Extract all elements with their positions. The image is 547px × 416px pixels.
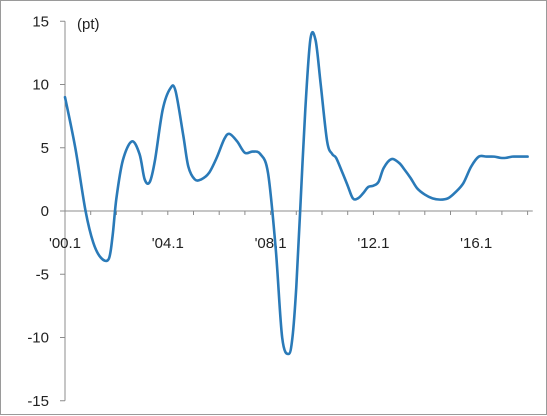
x-axis-ticks: '00.1 '04.1 '08.1 '12.1 '16.1 — [49, 211, 529, 252]
x-tick-label: '04.1 — [152, 235, 184, 252]
series-line — [63, 30, 529, 356]
y-axis-ticks: 15 10 5 0 -5 -10 -15 — [27, 13, 65, 410]
y-tick-label: -10 — [27, 330, 49, 347]
x-tick-label: '00.1 — [49, 235, 81, 252]
y-tick-label: -15 — [27, 393, 49, 410]
y-tick-label: 0 — [41, 203, 49, 220]
y-tick-label: 10 — [32, 77, 49, 94]
x-tick-label: '08.1 — [255, 235, 287, 252]
x-tick-label: '16.1 — [460, 235, 492, 252]
y-unit-label: (pt) — [77, 16, 100, 33]
series-layer — [63, 30, 529, 356]
y-tick-label: -5 — [36, 266, 49, 283]
x-tick-label: '12.1 — [357, 235, 389, 252]
y-tick-label: 5 — [41, 140, 49, 157]
y-tick-label: 15 — [32, 13, 49, 30]
